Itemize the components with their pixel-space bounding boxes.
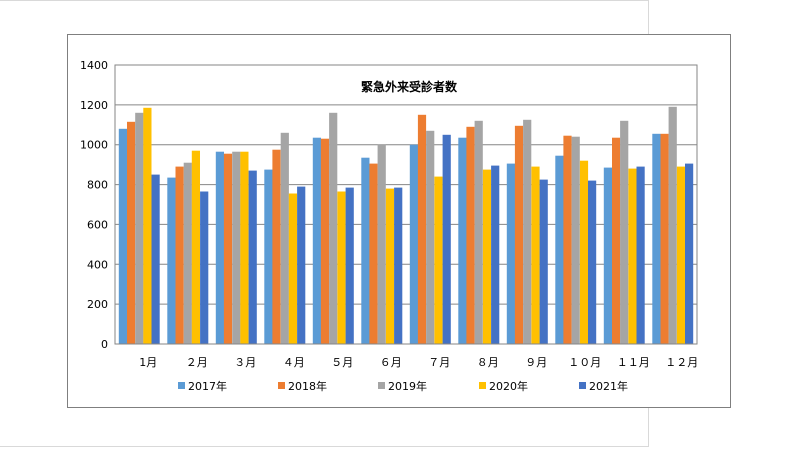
bar xyxy=(442,134,451,345)
bar xyxy=(312,137,321,344)
bar xyxy=(409,144,418,344)
bar xyxy=(685,163,694,344)
x-tick-label: ７月 xyxy=(428,356,450,369)
bar xyxy=(491,165,500,344)
bar xyxy=(337,191,346,344)
bar-chart: 0 200 400 600 800 1000 1200 1400 1月 ２月 ３月 ４月 ５月 ６月 ７月 ８… xyxy=(80,59,698,393)
bar xyxy=(118,128,127,344)
legend: 2017年 2018年 2019年 2020年 2021年 xyxy=(178,379,628,393)
bar xyxy=(143,107,152,344)
y-tick-label: 800 xyxy=(87,179,108,192)
bar xyxy=(579,160,589,344)
legend-swatch xyxy=(278,382,285,389)
bar xyxy=(417,114,427,344)
bar xyxy=(232,151,241,344)
bar xyxy=(612,137,621,344)
x-tick-label: ４月 xyxy=(283,356,305,369)
bar xyxy=(514,125,524,344)
legend-label: 2020年 xyxy=(489,379,528,393)
chart-container: 0 200 400 600 800 1000 1200 1400 1月 ２月 ３月 ４月 ５月 ６月 ７月 ８… xyxy=(67,34,731,408)
bar xyxy=(297,186,306,344)
legend-swatch xyxy=(579,382,586,389)
legend-swatch xyxy=(479,382,486,389)
bar xyxy=(288,193,297,344)
legend-label: 2019年 xyxy=(388,379,427,393)
bar xyxy=(200,191,209,344)
y-tick-label: 200 xyxy=(87,298,108,311)
bar xyxy=(223,153,233,344)
x-tick-label: ５月 xyxy=(331,356,353,369)
bar xyxy=(361,157,370,344)
bar xyxy=(248,170,257,344)
y-tick-label: 1400 xyxy=(80,59,108,72)
bar xyxy=(240,151,249,344)
x-tick-label: １２月 xyxy=(665,356,698,369)
bar xyxy=(272,149,281,344)
bar xyxy=(555,155,564,344)
x-tick-label: ９月 xyxy=(525,356,547,369)
bar xyxy=(652,133,661,344)
bar xyxy=(183,162,192,344)
bar xyxy=(660,133,669,344)
bar xyxy=(377,144,386,344)
x-tick-label: 1月 xyxy=(139,356,157,369)
x-tick-label: ８月 xyxy=(477,356,499,369)
bar xyxy=(523,119,532,344)
bar xyxy=(531,166,540,344)
bar xyxy=(434,176,443,344)
axes: 0 200 400 600 800 1000 1200 1400 1月 ２月 ３月 ４月 ５月 ６月 ７月 ８… xyxy=(80,59,698,369)
bar xyxy=(329,112,338,344)
bar xyxy=(628,168,637,344)
legend-label: 2018年 xyxy=(288,379,327,393)
bar xyxy=(482,169,492,344)
bar xyxy=(191,150,200,344)
bar xyxy=(264,169,273,344)
x-tick-label: ６月 xyxy=(380,356,402,369)
bar xyxy=(571,136,580,344)
bar xyxy=(676,166,686,344)
chart-title: 緊急外来受診者数 xyxy=(361,79,458,94)
bar xyxy=(620,120,629,344)
y-tick-label: 1000 xyxy=(80,139,108,152)
bar xyxy=(636,166,645,344)
bar xyxy=(215,151,224,344)
y-tick-label: 600 xyxy=(87,218,108,231)
bar xyxy=(127,121,136,344)
x-tick-label: ２月 xyxy=(186,356,208,369)
bar xyxy=(394,187,403,344)
bar xyxy=(603,167,612,344)
bar xyxy=(385,188,395,344)
bar xyxy=(506,163,515,344)
bar xyxy=(175,166,184,344)
bar xyxy=(563,135,572,344)
y-tick-label: 400 xyxy=(87,258,108,271)
bar xyxy=(539,179,548,344)
bar xyxy=(588,180,597,344)
y-tick-label: 0 xyxy=(101,338,108,351)
bar xyxy=(466,126,475,344)
bar xyxy=(151,174,160,344)
bar xyxy=(280,132,289,344)
bar xyxy=(167,177,176,344)
bar xyxy=(668,106,677,344)
legend-label: 2017年 xyxy=(188,379,227,393)
x-tick-label: １０月 xyxy=(568,356,601,369)
bars xyxy=(118,106,694,345)
y-tick-label: 1200 xyxy=(80,99,108,112)
x-tick-label: ３月 xyxy=(234,356,256,369)
bar xyxy=(426,130,435,344)
bar xyxy=(345,187,354,344)
bar xyxy=(369,163,378,344)
bar xyxy=(458,137,467,344)
plot-area xyxy=(114,64,698,345)
legend-swatch xyxy=(178,382,185,389)
bar xyxy=(474,120,483,344)
legend-label: 2021年 xyxy=(589,379,628,393)
bar xyxy=(320,138,330,344)
bar xyxy=(135,112,144,344)
x-tick-label: １１月 xyxy=(617,356,650,369)
legend-swatch xyxy=(378,382,385,389)
